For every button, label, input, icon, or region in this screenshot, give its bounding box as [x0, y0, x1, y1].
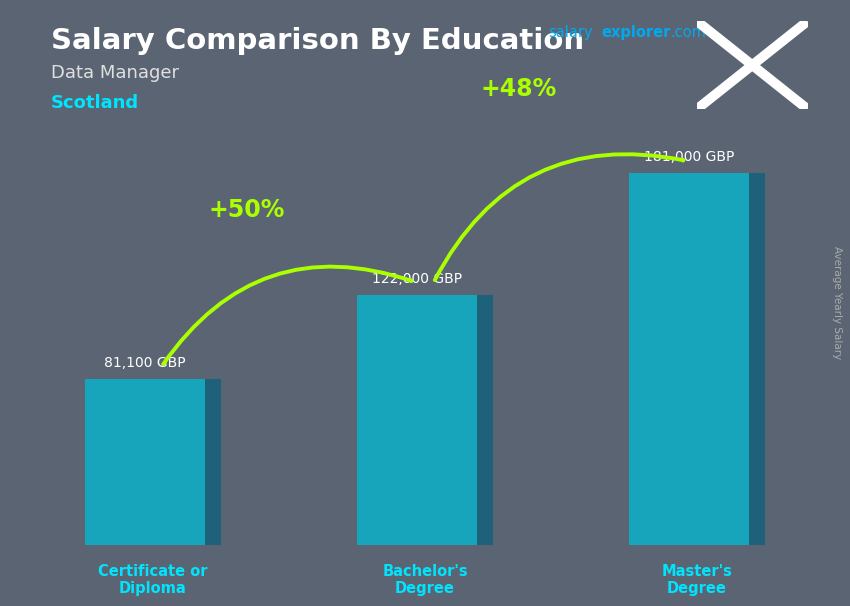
Text: Bachelor's
Degree: Bachelor's Degree	[382, 564, 468, 596]
Bar	[85, 379, 205, 545]
Bar	[357, 295, 477, 545]
Bar	[629, 173, 749, 545]
Text: explorer: explorer	[601, 25, 671, 41]
Text: Data Manager: Data Manager	[51, 64, 179, 82]
Text: 122,000 GBP: 122,000 GBP	[371, 271, 462, 285]
Text: Average Yearly Salary: Average Yearly Salary	[832, 247, 842, 359]
Text: Scotland: Scotland	[51, 94, 139, 112]
Text: Master's
Degree: Master's Degree	[661, 564, 733, 596]
Text: +48%: +48%	[480, 76, 557, 101]
Text: .com: .com	[671, 25, 706, 41]
Text: 181,000 GBP: 181,000 GBP	[643, 150, 734, 164]
Bar	[205, 379, 221, 545]
Text: salary: salary	[548, 25, 592, 41]
Bar	[749, 173, 765, 545]
Text: Certificate or
Diploma: Certificate or Diploma	[99, 564, 207, 596]
Text: +50%: +50%	[208, 198, 285, 222]
Bar	[477, 295, 493, 545]
Text: 81,100 GBP: 81,100 GBP	[104, 356, 185, 370]
Text: Salary Comparison By Education: Salary Comparison By Education	[51, 27, 584, 55]
